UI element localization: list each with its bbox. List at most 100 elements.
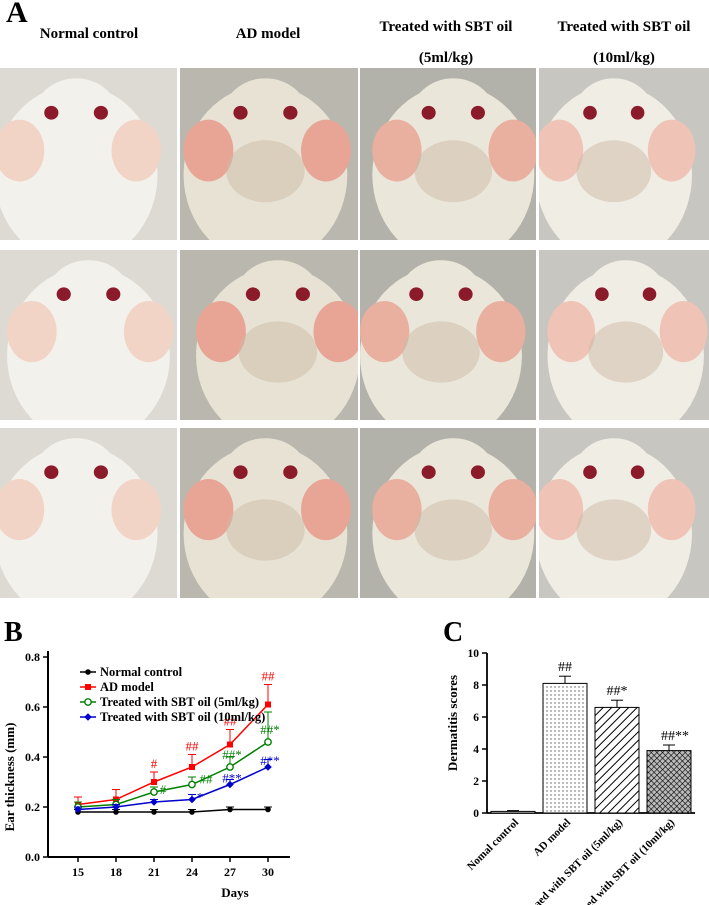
column-header-line1: AD model — [235, 26, 301, 42]
significance-label: #** — [260, 753, 280, 768]
mouse-eye — [583, 105, 597, 120]
skin-lesion — [576, 140, 652, 203]
mouse-ear — [313, 301, 358, 363]
panel-b-letter: B — [4, 617, 23, 648]
skin-lesion — [576, 499, 652, 561]
mouse-photo — [539, 68, 709, 240]
skin-lesion — [414, 140, 492, 203]
mouse-photo-image — [360, 68, 536, 240]
significance-label: ##* — [222, 747, 242, 762]
column-header-ad-model: AD model — [180, 26, 356, 43]
series-1: ####### — [74, 669, 275, 808]
y-tick-label: 0.6 — [25, 700, 40, 714]
mouse-photo — [539, 428, 709, 598]
data-point — [151, 779, 157, 785]
mouse-photo — [0, 428, 177, 598]
bar — [646, 750, 692, 814]
mouse-eye — [93, 105, 108, 120]
mouse-ear — [111, 479, 162, 541]
skin-lesion — [414, 499, 492, 561]
mouse-ear — [7, 301, 57, 363]
mouse-photo-image — [180, 68, 358, 240]
significance-label: ## — [558, 660, 572, 675]
mouse-ear — [111, 119, 162, 182]
mouse-ear — [539, 479, 584, 541]
mouse-ear — [123, 301, 174, 363]
mouse-eye — [470, 465, 485, 479]
skin-lesion — [226, 140, 305, 203]
category-label: AD model — [531, 817, 573, 859]
mouse-eye — [642, 287, 657, 301]
column-header-line1: Treated with SBT oil — [557, 19, 691, 35]
mouse-head — [411, 78, 496, 154]
mouse-ear — [372, 479, 422, 541]
column-header-line1: Normal control — [39, 26, 139, 42]
mouse-photo — [180, 250, 358, 420]
data-point — [113, 809, 119, 815]
mouse-head — [222, 438, 309, 513]
mouse-eye — [283, 465, 298, 479]
chart-c-ylabel: Dermatitis scores — [445, 675, 460, 771]
data-point — [227, 741, 233, 748]
significance-label: ## — [200, 772, 214, 787]
mouse-ear — [659, 301, 708, 363]
mouse-ear — [488, 479, 536, 541]
data-point — [264, 738, 272, 746]
panel-c-letter: C — [443, 617, 463, 648]
significance-label: ##* — [260, 722, 280, 737]
mouse-ear — [196, 301, 246, 363]
mouse-eye — [421, 465, 436, 479]
significance-label: ## — [262, 669, 276, 684]
ear-thickness-chart: B 0.00.20.40.60.815 18 21 24 27 30 ##########… — [2, 617, 290, 900]
mouse-ear — [183, 119, 234, 182]
mouse-photo — [0, 68, 177, 240]
data-point — [151, 809, 157, 815]
mouse-ear — [647, 119, 696, 182]
column-header-line1: Treated with SBT oil — [379, 19, 513, 35]
mouse-eye — [295, 287, 310, 301]
significance-label: ##** — [661, 729, 689, 744]
mouse-photo — [360, 68, 536, 240]
data-point — [188, 780, 196, 789]
mouse-photo — [180, 68, 358, 240]
bar — [542, 682, 588, 814]
mouse-ear — [360, 301, 410, 363]
mouse-head — [411, 438, 496, 513]
mouse-eye — [283, 105, 298, 120]
y-tick-label: 0.4 — [25, 750, 40, 764]
mouse-eye — [630, 465, 645, 479]
mouse-photo-image — [539, 428, 709, 598]
mouse-photo-image — [360, 250, 536, 420]
skin-lesion — [226, 499, 305, 561]
column-header-sbt-5: Treated with SBT oil (5ml/kg) — [358, 12, 534, 74]
bar — [490, 810, 536, 814]
y-tick-label: 0.0 — [25, 850, 40, 864]
significance-label: ## — [224, 714, 238, 729]
mouse-eye — [56, 287, 71, 301]
column-header-normal-control: Normal control — [2, 26, 176, 43]
series-3: * #** #** — [74, 753, 280, 814]
legend-label: AD model — [100, 680, 154, 694]
mouse-eye — [630, 105, 645, 120]
chart-b-ylabel: Ear thickness (mm) — [2, 723, 17, 832]
data-point — [227, 806, 233, 813]
mouse-photo-image — [180, 428, 358, 598]
data-point — [85, 669, 91, 675]
mouse-eye — [583, 465, 597, 479]
x-tick-label: 15 — [72, 865, 84, 879]
mouse-head — [33, 438, 119, 513]
mouse-photo-image — [360, 428, 536, 598]
mouse-head — [46, 260, 131, 335]
mouse-eye — [245, 287, 261, 301]
data-point — [84, 713, 92, 721]
legend-label: Treated with SBT oil (10ml/kg) — [100, 710, 265, 724]
mouse-eye — [106, 287, 121, 301]
mouse-eye — [44, 105, 59, 120]
mouse-photo-image — [0, 428, 177, 598]
legend-item: Treated with SBT oil (10ml/kg) — [80, 710, 265, 724]
legend-label: Treated with SBT oil (5ml/kg) — [100, 695, 259, 709]
mouse-ear — [547, 301, 596, 363]
mouse-photo — [539, 250, 709, 420]
column-header-line2: (10ml/kg) — [593, 50, 655, 66]
